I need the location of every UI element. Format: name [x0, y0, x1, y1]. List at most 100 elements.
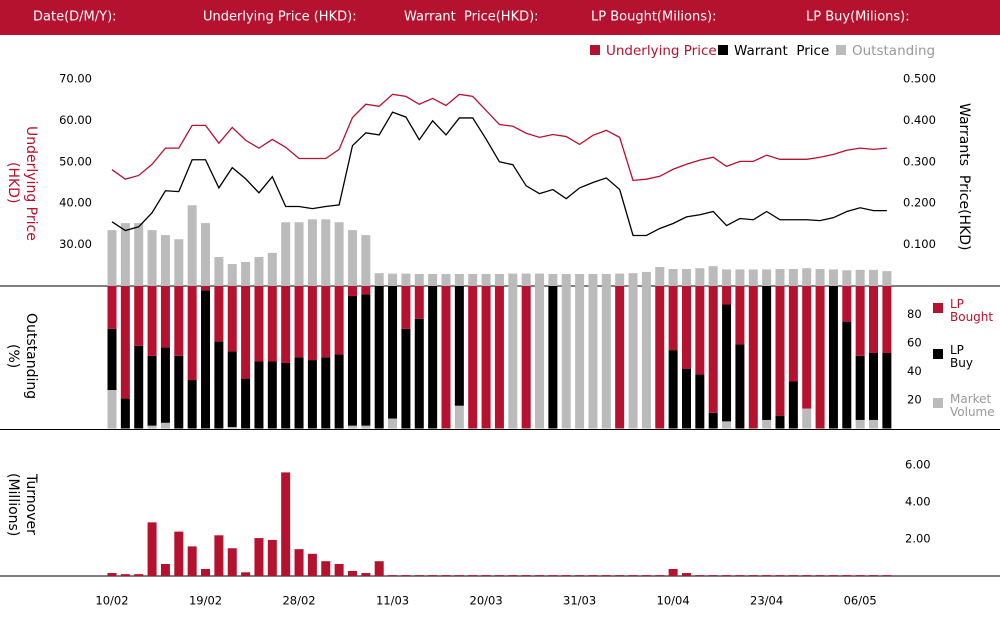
header-bar	[0, 0, 1000, 35]
turnover-bar	[788, 575, 798, 576]
turnover-bar	[601, 575, 611, 576]
stacked-segment	[775, 415, 785, 429]
header-field: LP Bought(Milions):	[591, 10, 716, 25]
stacked-segment	[307, 360, 317, 429]
turnover-bar	[281, 472, 291, 576]
y-tick-label: 60	[907, 336, 922, 350]
stacked-segment	[748, 286, 758, 429]
x-tick-label: 20/03	[470, 594, 503, 608]
turnover-bar	[521, 575, 531, 576]
outstanding-bar	[722, 269, 732, 286]
outstanding-bar	[201, 223, 211, 286]
stacked-segment	[802, 408, 812, 429]
stacked-segment	[788, 286, 798, 382]
stacked-segment	[388, 418, 398, 429]
stacked-segment	[481, 286, 491, 429]
header-field: Underlying Price (HKD):	[203, 10, 357, 25]
stacked-segment	[241, 286, 251, 379]
x-tick-label: 28/02	[282, 594, 315, 608]
stacked-segment	[508, 286, 518, 429]
outstanding-bar	[735, 269, 745, 286]
legend-label: Market Volume	[950, 392, 995, 419]
turnover-bar	[802, 575, 812, 576]
outstanding-bar	[147, 230, 157, 286]
stacked-segment	[214, 286, 224, 342]
outstanding-bar	[281, 222, 291, 286]
turnover-bar	[641, 575, 651, 576]
legend-label: LP Buy	[950, 343, 973, 370]
y-tick-label: 30.00	[59, 237, 92, 251]
stacked-segment	[401, 328, 411, 429]
stacked-segment	[802, 286, 812, 409]
turnover-bar	[508, 575, 518, 576]
y-tick-label: 6.00	[905, 458, 931, 472]
outstanding-bar	[454, 273, 464, 286]
x-tick-label: 19/02	[189, 594, 222, 608]
stacked-segment	[468, 286, 478, 429]
stacked-segment	[668, 286, 678, 351]
legend-swatch	[590, 45, 600, 55]
outstanding-bar	[107, 230, 117, 286]
stacked-segment	[107, 286, 117, 329]
line	[111, 111, 887, 237]
turnover-bar	[361, 573, 371, 576]
x-tick-label: 10/02	[95, 594, 128, 608]
stacked-segment	[254, 361, 264, 429]
stacked-segment	[601, 286, 611, 429]
stacked-segment	[174, 355, 184, 429]
outstanding-bar	[414, 273, 424, 286]
outstanding-bar	[775, 269, 785, 286]
stacked-segment	[347, 295, 357, 426]
turnover-bar	[401, 575, 411, 576]
turnover-bar	[428, 575, 438, 576]
turnover-bar	[615, 575, 625, 576]
y-tick-label: 70.00	[59, 72, 92, 86]
stacked-segment	[842, 321, 852, 429]
turnover-bar	[468, 575, 478, 576]
turnover-bar	[681, 573, 691, 576]
stacked-segment	[174, 286, 184, 356]
outstanding-bar	[855, 269, 865, 286]
stacked-segment	[147, 425, 157, 429]
outstanding-bar	[681, 269, 691, 286]
stacked-segment	[120, 398, 130, 429]
turnover-bar	[334, 563, 344, 576]
outstanding-bar	[575, 273, 585, 286]
x-tick-label: 06/05	[844, 594, 877, 608]
stacked-segment	[428, 286, 438, 429]
stacked-segment	[535, 286, 545, 429]
stacked-segment	[494, 286, 504, 429]
turnover-bar	[815, 575, 825, 576]
stacked-segment	[735, 286, 745, 345]
turnover-bar	[307, 553, 317, 576]
stacked-segment	[882, 286, 892, 353]
stacked-segment	[855, 419, 865, 429]
outstanding-bar	[561, 273, 571, 286]
y2-tick-label: 0.500	[903, 72, 936, 86]
legend-swatch	[718, 45, 728, 55]
x-tick-label: 23/04	[750, 594, 783, 608]
turnover-bar	[668, 568, 678, 576]
turnover-bar	[882, 575, 892, 576]
turnover-bar	[107, 573, 117, 576]
turnover-bar	[722, 575, 732, 576]
outstanding-bar	[214, 257, 224, 286]
stacked-segment	[401, 286, 411, 329]
turnover-bar	[201, 568, 211, 576]
stacked-segment	[147, 286, 157, 356]
stacked-segment	[548, 286, 558, 429]
stacked-segment	[815, 286, 825, 429]
turnover-bar	[748, 575, 758, 576]
outstanding-bar	[601, 273, 611, 286]
stacked-segment	[454, 405, 464, 429]
stacked-segment	[147, 355, 157, 426]
stacked-segment	[347, 286, 357, 296]
header-field: Date(D/M/Y):	[33, 10, 117, 25]
turnover-bar	[535, 575, 545, 576]
y-tick-label: 40	[907, 364, 922, 378]
turnover-bar	[561, 575, 571, 576]
stacked-segment	[722, 304, 732, 422]
y2-tick-label: 0.400	[903, 113, 936, 127]
outstanding-bar	[828, 269, 838, 286]
